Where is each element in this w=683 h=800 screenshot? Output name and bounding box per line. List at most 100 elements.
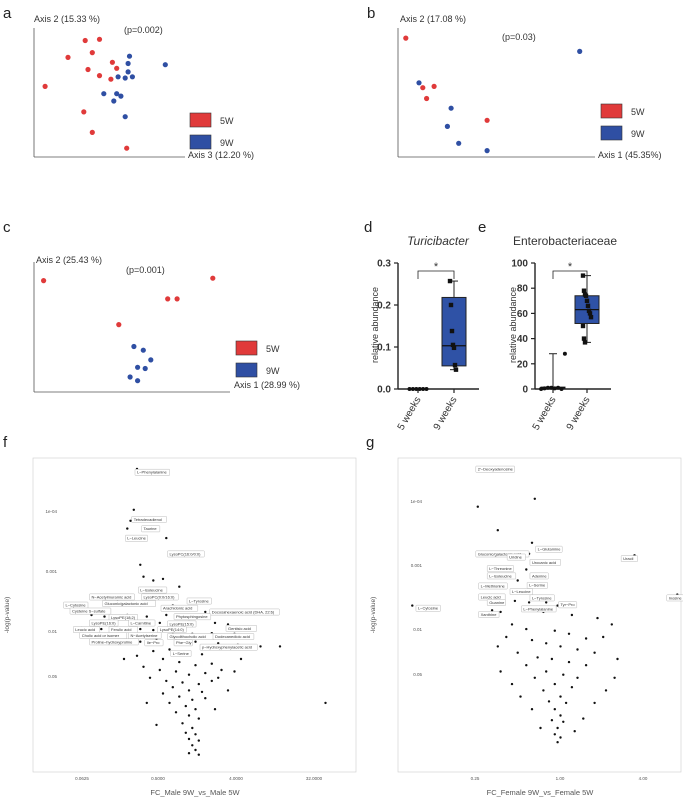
data-point bbox=[414, 387, 419, 391]
data-point bbox=[210, 679, 213, 683]
boxplot-e: Enterobacteriaceae relative abundance 0 20 4… bbox=[508, 234, 617, 432]
label-text: Ferulic acid bbox=[111, 627, 131, 632]
label-text: L−Threonine bbox=[489, 566, 512, 571]
label-box bbox=[199, 643, 258, 651]
data-point bbox=[593, 701, 596, 705]
data-point bbox=[158, 668, 161, 672]
point-9w bbox=[114, 91, 120, 97]
pcoa-plot-a: Axis 2 (15.33 %) (p=0.002) Axis 3 (12.20 %… bbox=[33, 14, 254, 160]
point-9w bbox=[127, 374, 133, 380]
label-box bbox=[526, 582, 548, 589]
label-text: Arachidonic acid bbox=[163, 606, 192, 611]
p-value-label: (p=0.03) bbox=[502, 32, 536, 42]
metabolite-label: LysoPE(14:0) bbox=[157, 626, 187, 633]
label-text: L−Tyrosine bbox=[189, 598, 209, 603]
data-point bbox=[562, 720, 565, 723]
x-tick-label: 1.00 bbox=[556, 776, 565, 781]
label-text: L−Methionine bbox=[481, 583, 506, 588]
data-point bbox=[490, 609, 494, 612]
label-text: LysoPE(18:2) bbox=[111, 615, 136, 620]
data-point bbox=[450, 342, 456, 348]
label-box bbox=[487, 572, 517, 580]
legend-label-5w: 5W bbox=[220, 116, 234, 126]
label-box bbox=[478, 611, 500, 618]
metabolite-label: LysoPE(18:2) bbox=[108, 614, 138, 621]
legend-swatch-5w bbox=[189, 112, 212, 128]
metabolite-label: L−Isoleucine bbox=[138, 586, 168, 594]
metabolite-label: Xanthine bbox=[478, 611, 500, 618]
data-point bbox=[152, 628, 155, 632]
metabolite-label: Docosahexaenoic acid (DHA, 22:6) bbox=[209, 608, 280, 616]
metabolite-label: L−Isoleucine bbox=[487, 572, 517, 580]
point-5w bbox=[403, 35, 409, 41]
x-tick-label: 5 weeks bbox=[531, 395, 559, 432]
x-tick-label: 9 weeks bbox=[432, 395, 460, 432]
data-point bbox=[610, 623, 613, 626]
data-point bbox=[553, 682, 556, 686]
metabolite-label: L−Carnitine bbox=[128, 619, 156, 627]
label-text: L−Cytosine bbox=[66, 603, 87, 608]
data-point bbox=[90, 613, 93, 617]
box-group-0 bbox=[407, 387, 429, 391]
label-text: Urocanic acid bbox=[532, 560, 556, 565]
data-point bbox=[187, 752, 191, 755]
metabolite-label: Gluconic/galactonic acid bbox=[102, 600, 156, 607]
label-box bbox=[558, 601, 578, 609]
y-tick-label: 0.0 bbox=[377, 385, 391, 396]
panel-letter-c: c bbox=[3, 219, 11, 236]
data-point bbox=[559, 645, 562, 648]
metabolite-label: Taurine bbox=[141, 525, 161, 533]
point-5w bbox=[96, 36, 103, 42]
data-point bbox=[596, 616, 599, 620]
p-value-label: (p=0.002) bbox=[124, 25, 163, 35]
data-point bbox=[194, 640, 197, 643]
point-5w bbox=[81, 109, 87, 115]
label-text: N−Acetylmuramic acid bbox=[92, 594, 132, 599]
data-point bbox=[194, 664, 197, 667]
data-point bbox=[525, 627, 528, 631]
data-point bbox=[570, 686, 574, 689]
point-9w bbox=[111, 98, 117, 104]
y-tick-label: 80 bbox=[517, 284, 529, 295]
label-box bbox=[225, 625, 257, 632]
metabolite-label: L−Serine bbox=[170, 650, 192, 657]
data-point bbox=[505, 635, 508, 639]
point-5w bbox=[42, 83, 48, 89]
data-point bbox=[410, 387, 415, 391]
y-axis-label: -log(p-value) bbox=[4, 597, 11, 634]
data-point bbox=[527, 601, 531, 604]
label-text: LysoPE(15:0) bbox=[170, 621, 195, 626]
data-point bbox=[556, 604, 559, 607]
label-text: Xanthine bbox=[481, 612, 498, 617]
data-point bbox=[604, 689, 608, 692]
data-point bbox=[174, 670, 178, 673]
x-axis-label: Axis 1 (28.99 %) bbox=[234, 380, 300, 390]
metabolite-label: Phe−Gly bbox=[173, 639, 193, 647]
label-box bbox=[167, 550, 205, 558]
metabolite-label: Proline−hydroxyproline bbox=[89, 638, 139, 646]
y-axis-label: relative abundance bbox=[508, 287, 518, 363]
label-box bbox=[529, 559, 561, 566]
y-tick-label: 0.2 bbox=[377, 301, 391, 312]
y-tick-label: 40 bbox=[517, 334, 529, 345]
data-point bbox=[168, 648, 171, 651]
point-5w bbox=[420, 85, 426, 91]
data-point bbox=[168, 701, 171, 705]
metabolite-label: Uracil bbox=[620, 555, 638, 562]
x-axis-label: Axis 1 (45.35%) bbox=[598, 150, 662, 160]
box-group-1 bbox=[574, 273, 600, 345]
label-box bbox=[134, 469, 170, 476]
legend-swatch-9w bbox=[189, 134, 212, 150]
data-point bbox=[194, 733, 197, 736]
data-point bbox=[576, 648, 579, 651]
label-box bbox=[186, 597, 212, 605]
data-point bbox=[580, 273, 586, 278]
metabolite-label: Leucic acid bbox=[73, 626, 100, 633]
data-point bbox=[559, 714, 562, 717]
data-point bbox=[278, 645, 282, 648]
point-9w bbox=[131, 343, 137, 350]
label-text: Phe−Gly bbox=[176, 640, 191, 645]
data-point bbox=[530, 638, 534, 642]
y-axis-label: Axis 2 (15.33 %) bbox=[34, 14, 100, 24]
data-point bbox=[103, 615, 106, 618]
